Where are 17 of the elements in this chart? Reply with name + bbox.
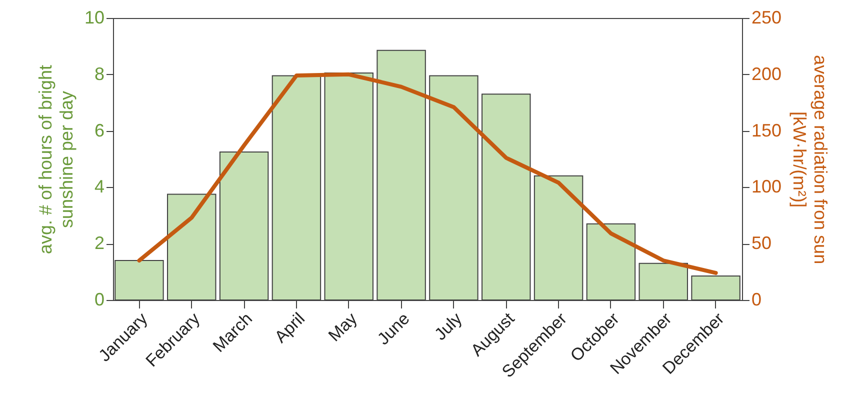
y2-tick-label: 250 bbox=[752, 8, 782, 28]
y2-tick-label: 0 bbox=[752, 290, 762, 310]
y-tick-label: 4 bbox=[94, 176, 104, 197]
y2-axis-title: average radiation fron sun [kW·hr/(m²)] bbox=[790, 54, 831, 264]
y-axis-title: avg. # of hours of bright sunshine per day bbox=[35, 64, 76, 254]
y-tick-label: 10 bbox=[84, 8, 104, 28]
y-tick-label: 2 bbox=[94, 233, 104, 254]
y2-tick-label: 100 bbox=[752, 176, 782, 197]
x-tick-label: May bbox=[324, 308, 362, 346]
y-tick-label: 0 bbox=[94, 290, 104, 310]
y-tick-label: 6 bbox=[94, 120, 104, 140]
y-tick-label: 8 bbox=[94, 64, 104, 84]
y2-tick-label: 150 bbox=[752, 120, 782, 140]
line-series bbox=[137, 72, 718, 275]
y2-tick-label: 50 bbox=[752, 233, 772, 254]
y2-tick-label: 200 bbox=[752, 64, 782, 84]
x-tick-label: July bbox=[430, 308, 466, 344]
